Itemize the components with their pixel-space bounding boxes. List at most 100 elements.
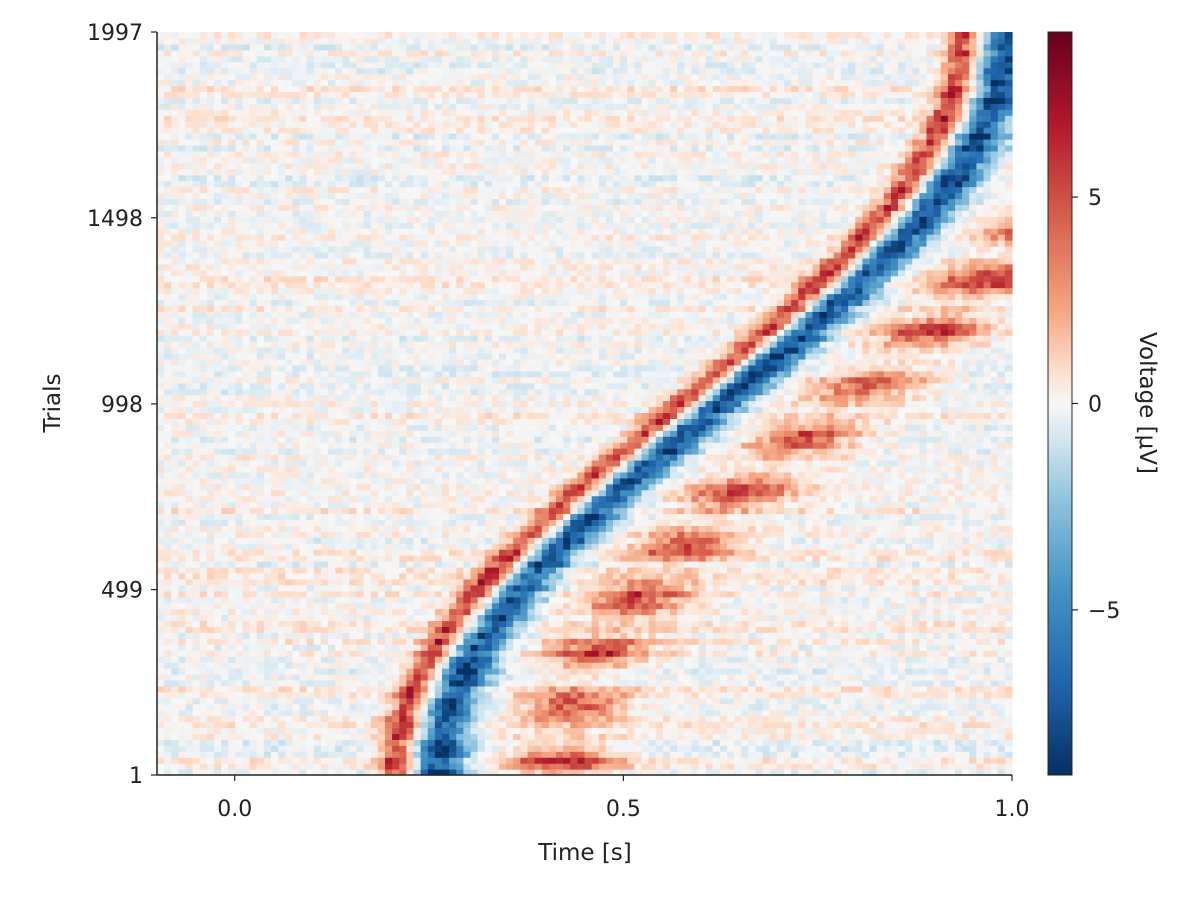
heatmap-cell (598, 525, 607, 532)
heatmap-cell (548, 638, 557, 645)
heatmap-cell (385, 685, 393, 693)
heatmap-cell (869, 709, 878, 717)
heatmap-cell (833, 745, 842, 752)
heatmap-cell (791, 662, 799, 669)
heatmap-cell (320, 596, 329, 604)
heatmap-cell (776, 668, 785, 675)
heatmap-cell (335, 650, 343, 657)
heatmap-cell (598, 638, 607, 645)
heatmap-cell (477, 668, 486, 675)
heatmap-cell (890, 614, 899, 622)
heatmap-cell (406, 549, 415, 556)
heatmap-cell (206, 590, 215, 598)
heatmap-cell (698, 614, 707, 622)
heatmap-cell (605, 727, 614, 734)
heatmap-cell (748, 751, 757, 758)
heatmap-cell (684, 656, 692, 663)
heatmap-cell (192, 685, 201, 693)
heatmap-cell (520, 662, 529, 669)
heatmap-cell (456, 668, 464, 675)
heatmap-cell (691, 549, 700, 556)
heatmap-cell (833, 763, 842, 770)
heatmap-cell (691, 769, 700, 776)
heatmap-cell (456, 602, 464, 610)
heatmap-cell (1004, 644, 1013, 651)
heatmap-cell (427, 673, 436, 681)
heatmap-cell (320, 632, 329, 639)
heatmap-cell (969, 763, 977, 770)
heatmap-cell (691, 757, 700, 764)
heatmap-cell (648, 763, 657, 770)
heatmap-cell (570, 638, 578, 645)
heatmap-cell (335, 549, 343, 556)
heatmap-cell (249, 697, 258, 705)
heatmap-cell (776, 566, 785, 574)
heatmap-cell (456, 578, 464, 586)
heatmap-cell (570, 531, 578, 538)
heatmap-cell (406, 685, 415, 693)
heatmap-cell (1004, 572, 1013, 580)
heatmap-cell (214, 632, 222, 639)
heatmap-cell (876, 727, 885, 734)
heatmap-cell (727, 608, 735, 616)
heatmap-cell (470, 561, 479, 568)
heatmap-cell (299, 543, 308, 550)
heatmap-cell (955, 656, 963, 663)
heatmap-cell (506, 644, 514, 651)
heatmap-cell (698, 673, 707, 681)
heatmap-cell (185, 555, 194, 562)
heatmap-cell (449, 679, 457, 687)
heatmap-cell (556, 525, 564, 532)
heatmap-cell (541, 608, 550, 616)
heatmap-cell (848, 745, 856, 752)
heatmap-cell (613, 697, 621, 705)
heatmap-cell (655, 572, 664, 580)
heatmap-cell (456, 727, 464, 734)
heatmap-cell (285, 644, 293, 651)
heatmap-cell (570, 703, 578, 711)
heatmap-cell (912, 685, 920, 693)
heatmap-cell (727, 769, 735, 776)
heatmap-cell (598, 679, 607, 687)
heatmap-cell (584, 703, 593, 711)
heatmap-cell (691, 751, 700, 758)
heatmap-cell (157, 614, 165, 622)
heatmap-cell (969, 662, 977, 669)
heatmap-cell (491, 555, 500, 562)
heatmap-cell (641, 578, 650, 586)
heatmap-cell (463, 596, 472, 604)
heatmap-cell (306, 626, 315, 633)
heatmap-cell (598, 662, 607, 669)
heatmap-cell (320, 555, 329, 562)
heatmap-cell (990, 596, 999, 604)
heatmap-cell (256, 549, 265, 556)
heatmap-cell (933, 763, 942, 770)
heatmap-cell (313, 626, 322, 633)
heatmap-cell (691, 584, 700, 592)
heatmap-cell (1004, 620, 1013, 627)
heatmap-cell (969, 620, 977, 627)
heatmap-cell (883, 668, 892, 675)
heatmap-cell (499, 656, 507, 663)
heatmap-cell (819, 578, 828, 586)
heatmap-cell (997, 632, 1006, 639)
heatmap-cell (313, 656, 322, 663)
heatmap-cell (983, 703, 992, 711)
heatmap-cell (249, 691, 258, 699)
heatmap-cell (228, 572, 236, 580)
heatmap-cell (748, 673, 757, 681)
heatmap-cell (171, 590, 179, 598)
heatmap-cell (655, 555, 664, 562)
heatmap-cell (285, 751, 293, 758)
heatmap-cell (563, 525, 571, 532)
heatmap-cell (933, 679, 942, 687)
heatmap-cell (363, 763, 372, 770)
heatmap-cell (192, 715, 201, 723)
heatmap-cell (876, 608, 885, 616)
heatmap-cell (520, 697, 529, 705)
heatmap-cell (912, 679, 920, 687)
heatmap-cell (249, 703, 258, 711)
heatmap-cell (214, 578, 222, 586)
heatmap-cell (605, 697, 614, 705)
heatmap-cell (484, 590, 493, 598)
